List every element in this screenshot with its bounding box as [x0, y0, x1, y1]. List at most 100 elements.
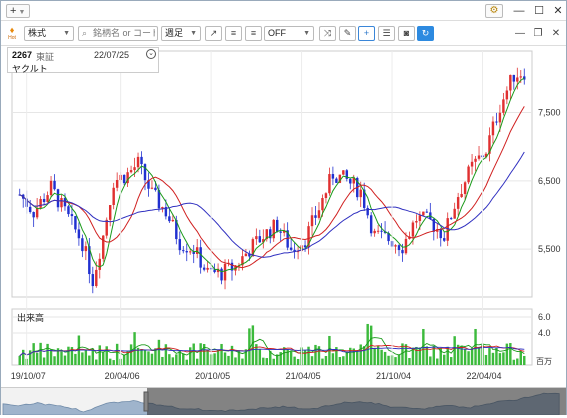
volume-bar: [150, 353, 154, 365]
refresh-icon[interactable]: ↻: [417, 26, 434, 41]
candle-body: [77, 229, 81, 239]
restore-icon[interactable]: ❐: [533, 28, 543, 39]
swap-icon[interactable]: ⤨: [319, 26, 336, 41]
volume-bar: [502, 352, 505, 365]
arrow-diagonal-icon[interactable]: ↗: [205, 26, 222, 41]
candle-body: [467, 166, 470, 183]
volume-bar: [276, 354, 279, 365]
candle-body: [380, 230, 383, 232]
search-input[interactable]: ⌕: [78, 26, 158, 41]
volume-bar: [439, 348, 442, 365]
minimize-button[interactable]: —: [513, 5, 525, 17]
candle-body: [81, 238, 84, 252]
volume-bar: [143, 350, 147, 365]
volume-bar: [178, 350, 182, 365]
stock-market: 東証: [36, 52, 55, 62]
candle-body: [129, 170, 133, 173]
crosshair-icon[interactable]: +: [358, 26, 375, 41]
candle-body: [491, 121, 495, 136]
candle-body: [310, 215, 314, 227]
candle-body: [443, 238, 446, 241]
market-select[interactable]: 株式 ▼: [24, 26, 74, 41]
candle-body: [95, 269, 98, 287]
collapse-icon[interactable]: ⌄: [146, 49, 156, 59]
period-select[interactable]: 週足 ▼: [161, 26, 201, 41]
price-ma-line: [19, 106, 525, 269]
navigator[interactable]: [1, 387, 566, 416]
price-chart[interactable]: 7,500 6,500 5,500 6.0 4.0 百万 19/10/07 20/04/06 2…: [4, 47, 564, 387]
volume-bar: [223, 352, 227, 365]
date-tick-label: 20/04/06: [105, 371, 140, 381]
volume-bar: [84, 349, 88, 365]
align-lines-2-icon[interactable]: ≡: [245, 26, 262, 41]
volume-ma-line: [19, 337, 525, 357]
date-tick-label: 22/04/04: [467, 371, 502, 381]
candle-body: [439, 229, 442, 239]
indicator-select[interactable]: OFF ▼: [264, 26, 314, 41]
candle-body: [70, 214, 74, 217]
volume-bar: [310, 356, 314, 365]
candle-body: [366, 207, 369, 216]
volume-bar: [321, 358, 324, 365]
candle-body: [88, 246, 91, 275]
stock-info-box: 2267 東証 22/07/25 ⌄ ヤクルト: [7, 47, 159, 74]
volume-bar: [429, 356, 432, 365]
candle-body: [387, 232, 390, 242]
camera-icon[interactable]: ◙: [398, 26, 415, 41]
candle-body: [258, 236, 262, 243]
gear-icon[interactable]: ⚙: [485, 4, 503, 18]
maximize-button[interactable]: ☐: [534, 5, 544, 17]
date-tick-label: 20/10/05: [195, 371, 230, 381]
volume-bar: [262, 357, 265, 365]
candle-body: [35, 207, 39, 218]
align-lines-icon[interactable]: ≡: [225, 26, 242, 41]
candle-body: [189, 251, 192, 253]
candle-body: [446, 218, 449, 241]
volume-bar: [195, 358, 199, 365]
list-icon[interactable]: ☰: [378, 26, 395, 41]
volume-bar: [404, 344, 408, 365]
volume-bar: [383, 351, 387, 365]
candle-body: [463, 182, 467, 194]
volume-bar: [422, 328, 425, 365]
volume-bar: [342, 356, 345, 365]
candle-body: [192, 251, 195, 254]
navigator-overview[interactable]: [1, 388, 566, 416]
volume-bar: [28, 350, 32, 365]
candle-body: [213, 269, 216, 273]
volume-bar: [98, 345, 101, 365]
volume-bar: [175, 354, 178, 365]
volume-bar: [136, 347, 140, 365]
candle-body: [352, 177, 355, 184]
add-tab-button[interactable]: + ▼: [6, 4, 30, 18]
minus-icon[interactable]: —: [515, 28, 525, 39]
search-field[interactable]: [93, 28, 155, 38]
candle-body: [422, 211, 425, 216]
volume-bar: [234, 357, 237, 365]
price-tick-label: 6,500: [538, 176, 561, 186]
candle-body: [397, 245, 401, 251]
chart-area[interactable]: 7,500 6,500 5,500 6.0 4.0 百万 19/10/07 20/04/06 2…: [4, 47, 564, 387]
search-icon: ⌕: [82, 28, 88, 38]
candle-body: [317, 210, 321, 218]
candle-body: [349, 178, 352, 184]
candle-body: [321, 198, 324, 211]
date-tick-label: 19/10/07: [11, 371, 46, 381]
candle-body: [136, 156, 140, 168]
volume-bar: [366, 323, 369, 365]
candle-body: [286, 230, 289, 248]
candle-body: [265, 229, 268, 240]
candle-body: [345, 170, 349, 179]
candle-body: [411, 222, 415, 237]
pen-icon[interactable]: ✎: [339, 26, 356, 41]
volume-bar: [244, 349, 248, 365]
volume-bar: [484, 354, 488, 365]
volume-bar: [279, 352, 282, 365]
candle-body: [488, 135, 491, 154]
close-button[interactable]: ✕: [553, 5, 563, 17]
candle-body: [314, 215, 317, 218]
candle-body: [516, 77, 519, 82]
volume-bar: [296, 359, 300, 365]
close-icon[interactable]: ✕: [551, 28, 561, 39]
candle-body: [126, 172, 129, 184]
